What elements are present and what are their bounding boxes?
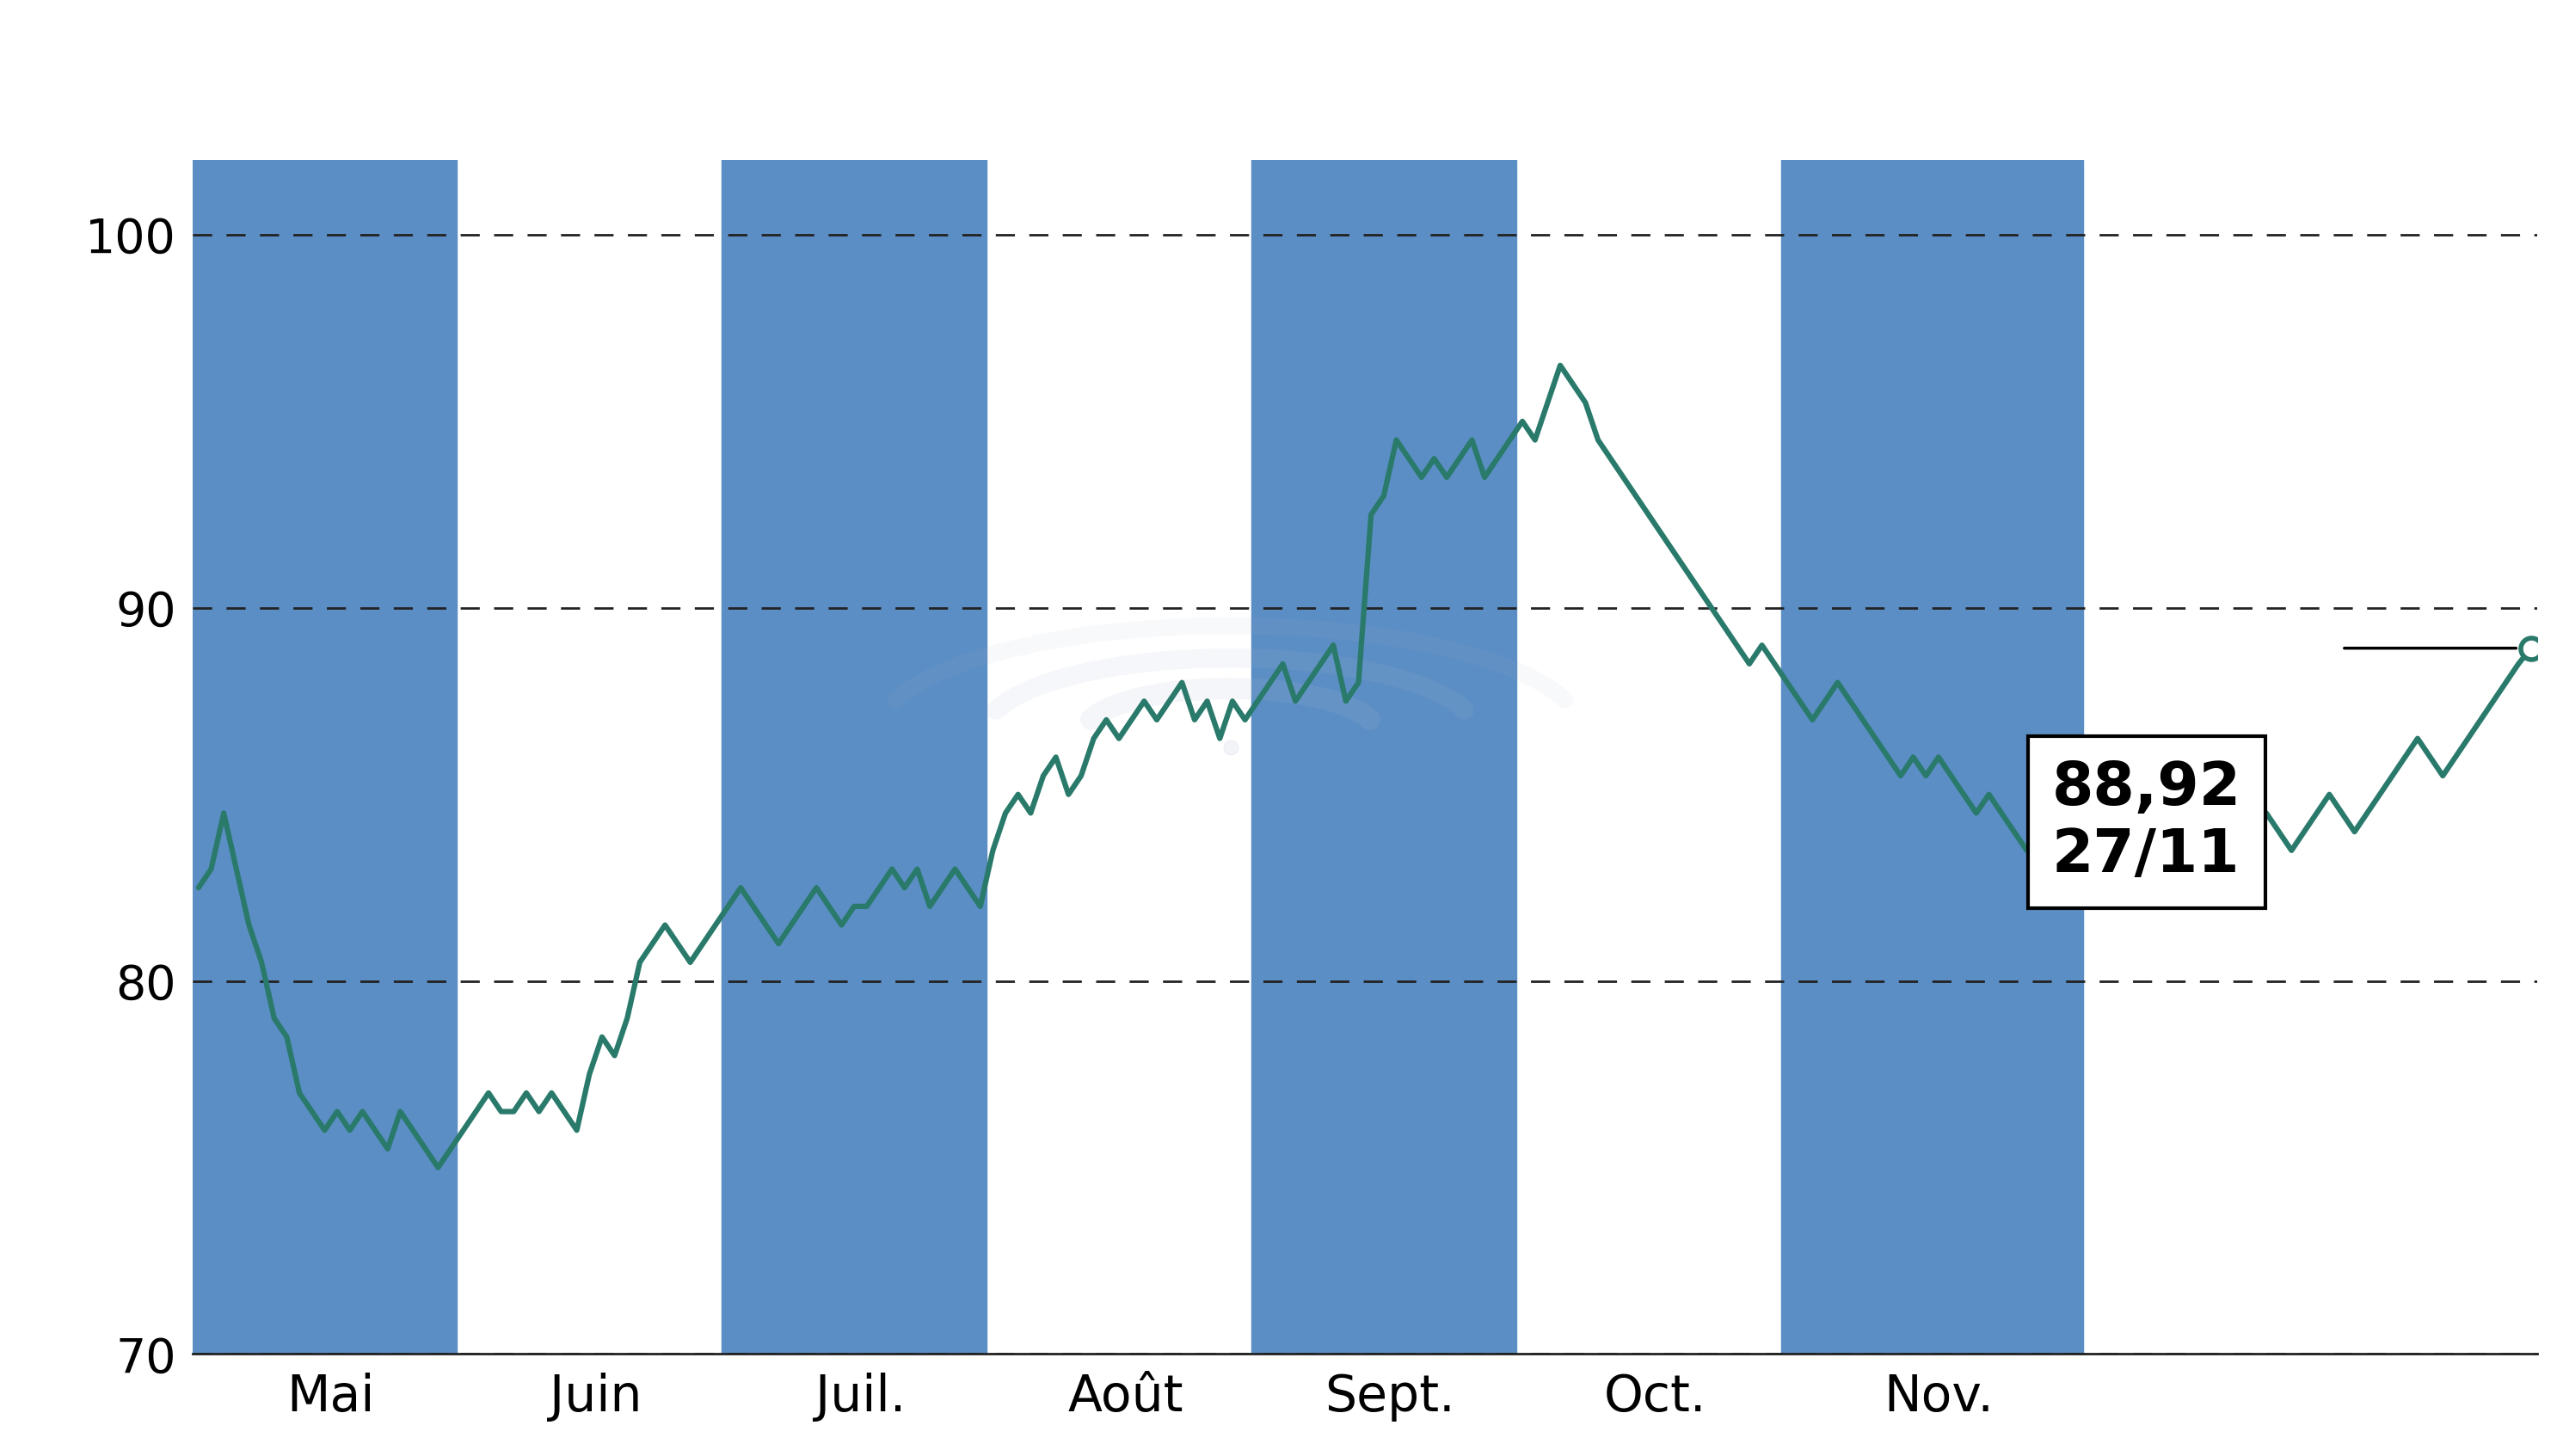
Bar <box>1781 160 2084 1354</box>
Text: 88,92
27/11: 88,92 27/11 <box>2053 760 2240 884</box>
Bar <box>723 160 987 1354</box>
Bar <box>192 160 456 1354</box>
Bar <box>1251 160 1517 1354</box>
Text: LEG Immobilien SE: LEG Immobilien SE <box>779 19 1784 112</box>
